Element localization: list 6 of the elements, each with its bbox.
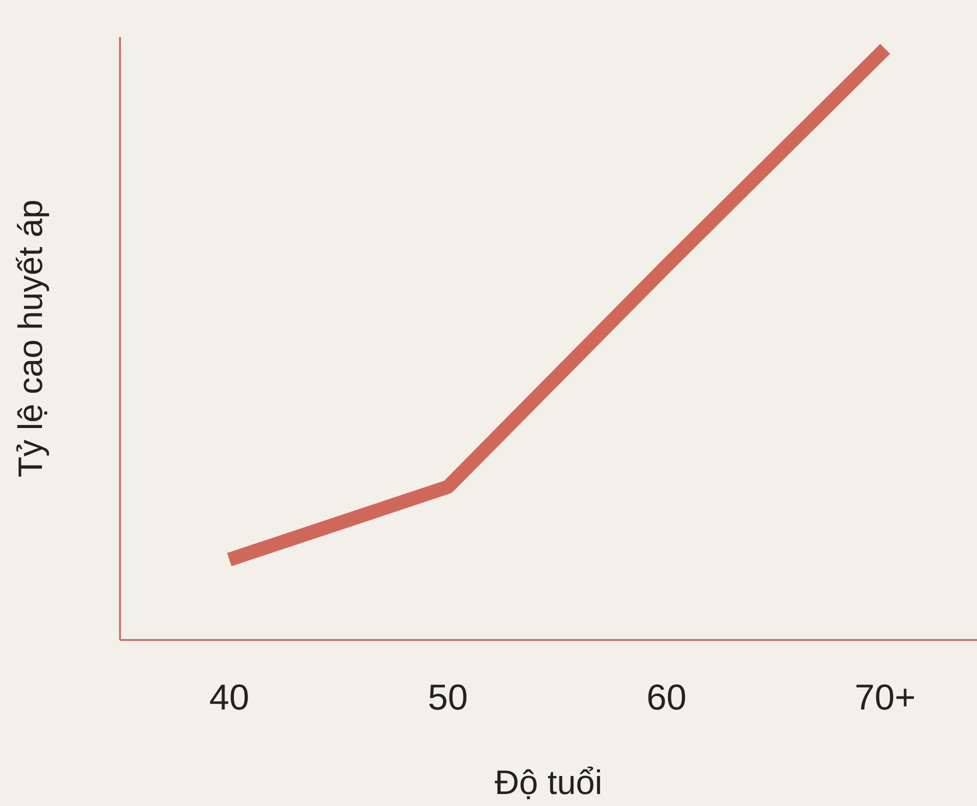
- y-axis-title: Tỷ lệ cao huyết áp: [12, 200, 50, 478]
- x-tick-label: 50: [428, 676, 468, 718]
- x-tick-label: 60: [646, 676, 687, 718]
- x-tick-label: 40: [209, 676, 250, 718]
- x-axis-title: Độ tuổi: [494, 764, 602, 802]
- x-tick-label: 70+: [854, 676, 916, 718]
